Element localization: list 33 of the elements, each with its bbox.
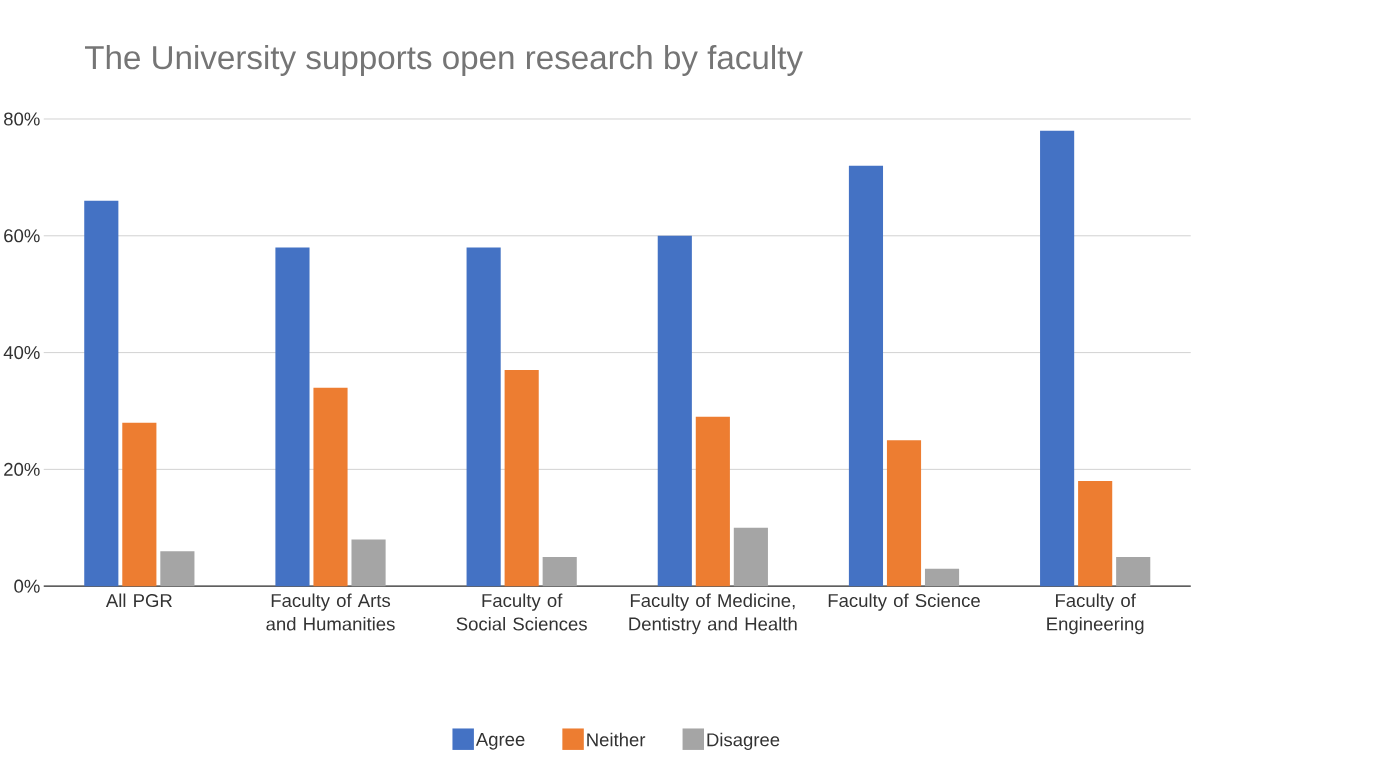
bar xyxy=(924,568,960,586)
x-tick-label: Faculty of Science xyxy=(828,593,980,611)
chart-title: The University supports open research by faculty xyxy=(85,44,803,76)
y-tick-label: 60% xyxy=(4,229,40,243)
bar xyxy=(84,200,119,586)
legend-label: Agree xyxy=(475,732,525,750)
x-tick-label: Faculty of Engineering xyxy=(1047,593,1144,634)
bar xyxy=(351,539,386,586)
x-tick-label: Faculty of Arts and Humanities xyxy=(266,593,395,631)
bar xyxy=(1078,480,1113,586)
bar xyxy=(733,527,768,586)
x-tick-label: Faculty of Social Sciences xyxy=(456,593,587,631)
bar xyxy=(122,422,157,586)
y-tick-label: 80% xyxy=(4,112,40,126)
x-tick-label: All PGR xyxy=(105,593,172,607)
bar xyxy=(504,369,539,586)
bar xyxy=(160,550,195,586)
bar xyxy=(848,165,884,586)
legend-label: Neither xyxy=(587,732,646,747)
bar xyxy=(695,416,730,586)
bar xyxy=(542,556,577,586)
x-tick-label: Faculty of Medicine, Dentistry and Health xyxy=(629,593,797,634)
bar xyxy=(886,439,922,586)
bar xyxy=(1116,556,1151,586)
bar xyxy=(1040,130,1075,586)
bar xyxy=(657,235,692,586)
y-tick-label: 0% xyxy=(14,579,40,593)
bar xyxy=(313,387,348,586)
y-tick-label: 20% xyxy=(4,462,40,476)
legend-label: Disagree xyxy=(707,732,780,750)
y-tick-label: 40% xyxy=(3,345,40,359)
bar xyxy=(466,247,501,586)
bar xyxy=(275,247,310,586)
